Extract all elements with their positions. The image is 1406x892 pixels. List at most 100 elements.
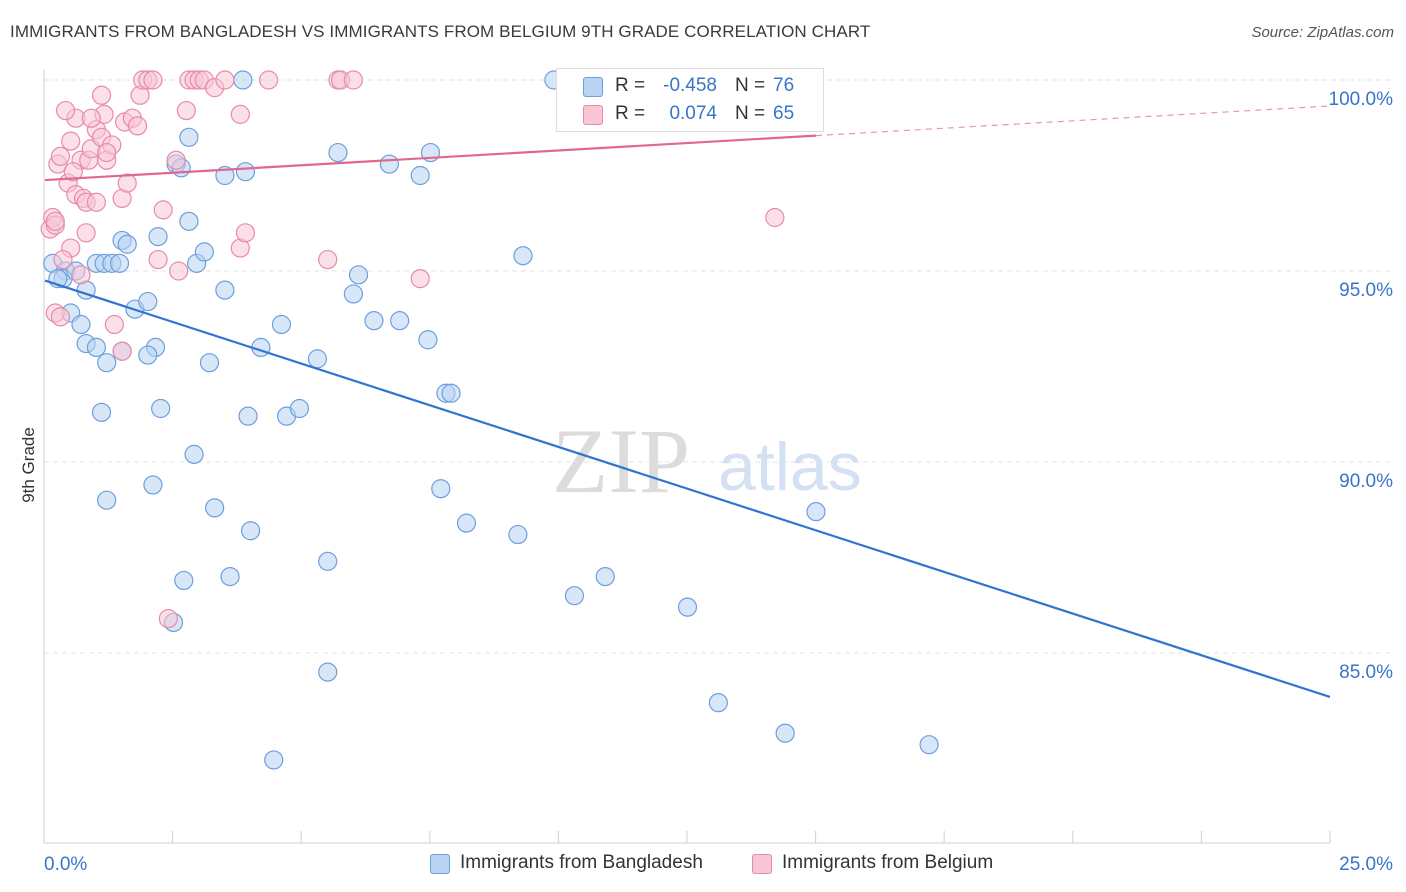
trend-line-extension-pink xyxy=(815,105,1331,137)
source-label: Source: ZipAtlas.com xyxy=(1251,24,1394,41)
point-pink xyxy=(112,341,132,361)
point-blue xyxy=(343,284,363,304)
point-blue xyxy=(220,566,240,587)
tick-labels: 100.0% 95.0% 90.0% 85.0% 0.0% 25.0% xyxy=(44,89,1393,875)
point-blue xyxy=(307,349,328,369)
legend-r-value: 0.074 xyxy=(669,103,717,124)
point-blue xyxy=(179,211,199,231)
point-blue xyxy=(148,227,168,247)
point-blue xyxy=(441,383,461,403)
x-tick-label: 0.0% xyxy=(44,854,87,875)
y-tick-label: 85.0% xyxy=(1339,662,1393,683)
point-pink xyxy=(148,249,168,270)
point-blue xyxy=(775,723,795,743)
point-blue xyxy=(235,162,256,182)
point-blue xyxy=(138,291,158,312)
trend-lines xyxy=(44,105,1331,698)
point-pink xyxy=(50,307,71,327)
point-blue xyxy=(97,490,117,510)
axes xyxy=(43,70,1331,844)
point-pink xyxy=(53,249,73,270)
y-tick-label: 100.0% xyxy=(1329,89,1394,110)
point-blue xyxy=(109,253,130,273)
point-blue xyxy=(595,566,615,587)
point-blue xyxy=(117,234,137,254)
chart-title: IMMIGRANTS FROM BANGLADESH VS IMMIGRANTS… xyxy=(10,22,871,41)
point-blue xyxy=(410,165,430,186)
point-blue xyxy=(179,127,199,147)
point-blue xyxy=(71,314,91,335)
watermark: ZIP atlas xyxy=(552,410,862,512)
point-pink xyxy=(143,70,163,90)
point-blue xyxy=(174,570,194,591)
point-pink xyxy=(765,207,785,228)
point-pink xyxy=(71,265,91,285)
point-blue xyxy=(806,502,826,522)
point-blue xyxy=(86,337,107,357)
legend-swatch-pink xyxy=(583,105,603,125)
point-blue xyxy=(418,330,438,350)
point-pink xyxy=(166,150,186,170)
point-pink xyxy=(117,173,137,193)
legend-n-value: 76 xyxy=(773,75,795,96)
point-blue xyxy=(271,314,292,335)
point-pink xyxy=(91,85,112,105)
point-blue xyxy=(241,521,261,541)
point-pink xyxy=(318,249,338,270)
point-blue xyxy=(318,551,338,571)
legend-r-label: R = xyxy=(615,103,646,124)
point-blue xyxy=(233,70,253,90)
point-blue xyxy=(264,750,284,770)
point-blue xyxy=(318,662,338,682)
legend-row-bangladesh: R = -0.458 N = 76 xyxy=(557,72,823,100)
legend-box: R = -0.458 N = 76 R = 0.074 N = 65 xyxy=(556,68,824,132)
point-blue xyxy=(138,345,158,365)
bottom-legend-swatch-pink xyxy=(752,854,772,874)
y-tick-label: 95.0% xyxy=(1339,280,1393,301)
point-blue xyxy=(390,311,410,331)
point-blue xyxy=(205,498,225,518)
point-blue xyxy=(97,353,117,373)
point-blue xyxy=(508,524,528,545)
point-pink xyxy=(230,104,250,124)
point-pink xyxy=(61,131,81,151)
point-blue xyxy=(238,406,258,426)
watermark-zip: ZIP xyxy=(552,410,690,512)
legend-n-label: N = xyxy=(735,75,766,96)
point-pink xyxy=(153,200,173,220)
point-blue xyxy=(348,265,369,285)
bottom-legend-label: Immigrants from Bangladesh xyxy=(460,852,703,873)
point-pink xyxy=(76,223,96,243)
point-pink xyxy=(63,162,83,182)
point-blue xyxy=(431,479,451,499)
point-blue xyxy=(364,311,384,331)
legend-n-value: 65 xyxy=(773,103,795,124)
data-points xyxy=(40,70,939,770)
trend-line-pink xyxy=(44,134,817,182)
bottom-legend-label: Immigrants from Belgium xyxy=(782,852,994,873)
point-blue xyxy=(199,353,220,373)
legend-swatch-blue xyxy=(583,77,603,97)
bottom-legend-swatch-blue xyxy=(430,854,450,874)
point-pink xyxy=(97,142,117,163)
point-blue xyxy=(91,402,112,422)
point-blue xyxy=(289,398,310,419)
point-blue xyxy=(456,513,477,533)
point-pink xyxy=(55,100,76,121)
point-blue xyxy=(328,142,348,163)
point-blue xyxy=(677,597,698,617)
point-pink xyxy=(81,108,101,128)
point-pink xyxy=(127,116,148,136)
watermark-atlas: atlas xyxy=(718,429,862,505)
point-pink xyxy=(258,70,279,90)
point-pink xyxy=(45,211,65,231)
point-blue xyxy=(379,154,399,174)
legend-n-label: N = xyxy=(735,103,766,124)
point-blue xyxy=(513,246,533,266)
point-blue xyxy=(184,444,204,464)
point-pink xyxy=(410,269,430,289)
point-pink xyxy=(169,261,189,281)
point-pink xyxy=(343,70,363,90)
trend-line-blue xyxy=(44,279,1331,698)
legend-r-label: R = xyxy=(615,75,646,96)
